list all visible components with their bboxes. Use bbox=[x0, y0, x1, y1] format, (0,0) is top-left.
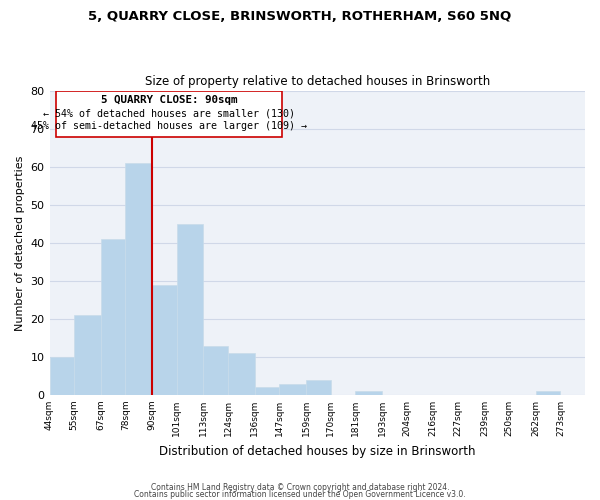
Text: Contains HM Land Registry data © Crown copyright and database right 2024.: Contains HM Land Registry data © Crown c… bbox=[151, 484, 449, 492]
Text: 5, QUARRY CLOSE, BRINSWORTH, ROTHERHAM, S60 5NQ: 5, QUARRY CLOSE, BRINSWORTH, ROTHERHAM, … bbox=[88, 10, 512, 23]
Title: Size of property relative to detached houses in Brinsworth: Size of property relative to detached ho… bbox=[145, 76, 490, 88]
FancyBboxPatch shape bbox=[56, 91, 281, 136]
Bar bbox=[74, 315, 101, 395]
Bar bbox=[152, 285, 177, 395]
Bar bbox=[125, 163, 152, 395]
Bar bbox=[101, 239, 125, 395]
Bar bbox=[177, 224, 203, 395]
Text: 5 QUARRY CLOSE: 90sqm: 5 QUARRY CLOSE: 90sqm bbox=[101, 95, 237, 105]
Bar bbox=[50, 357, 74, 395]
Bar bbox=[228, 353, 255, 395]
Text: ← 54% of detached houses are smaller (130): ← 54% of detached houses are smaller (13… bbox=[43, 108, 295, 118]
Y-axis label: Number of detached properties: Number of detached properties bbox=[15, 156, 25, 330]
Bar bbox=[306, 380, 331, 395]
Bar bbox=[203, 346, 228, 395]
Bar bbox=[255, 388, 280, 395]
X-axis label: Distribution of detached houses by size in Brinsworth: Distribution of detached houses by size … bbox=[159, 444, 476, 458]
Text: 45% of semi-detached houses are larger (109) →: 45% of semi-detached houses are larger (… bbox=[31, 122, 307, 132]
Bar bbox=[280, 384, 306, 395]
Text: Contains public sector information licensed under the Open Government Licence v3: Contains public sector information licen… bbox=[134, 490, 466, 499]
Bar bbox=[536, 391, 560, 395]
Bar bbox=[355, 391, 382, 395]
